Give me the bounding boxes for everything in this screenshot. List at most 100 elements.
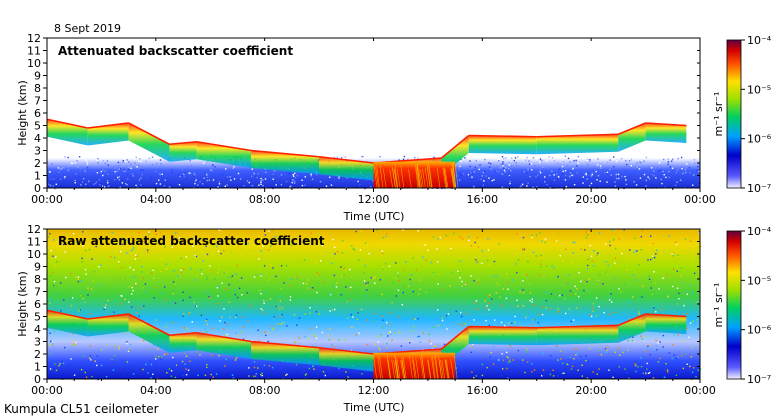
rain-streak [415, 167, 420, 189]
noise-pixel [415, 269, 417, 271]
noise-pixel [128, 264, 130, 266]
noise-pixel [658, 162, 660, 164]
noise-pixel [428, 340, 431, 342]
noise-pixel [192, 176, 195, 178]
noise-pixel [263, 265, 266, 267]
noise-pixel [665, 363, 667, 365]
noise-pixel [79, 295, 81, 297]
noise-pixel [505, 295, 507, 298]
noise-pixel [258, 258, 260, 260]
noise-pixel [397, 289, 400, 291]
noise-pixel [683, 304, 685, 307]
cloud-segment [169, 141, 197, 162]
noise-pixel [470, 172, 472, 174]
noise-pixel [589, 159, 591, 161]
noise-pixel [290, 278, 292, 280]
noise-pixel [469, 165, 471, 168]
noise-pixel [284, 239, 286, 241]
noise-pixel [640, 366, 643, 368]
noise-pixel [688, 162, 690, 164]
noise-pixel [648, 275, 650, 277]
noise-pixel [122, 375, 124, 377]
noise-pixel [509, 345, 512, 347]
noise-pixel [144, 283, 147, 285]
noise-pixel [386, 342, 388, 345]
noise-pixel [501, 186, 504, 189]
noise-pixel [185, 256, 187, 258]
noise-pixel [662, 235, 665, 237]
noise-pixel [473, 186, 475, 188]
noise-pixel [616, 238, 618, 241]
noise-pixel [237, 172, 240, 175]
noise-pixel [194, 305, 197, 308]
noise-pixel [632, 336, 634, 338]
noise-pixel [358, 332, 360, 334]
colorbar-tick-label: 10⁻⁵ [747, 83, 771, 96]
noise-pixel [464, 265, 467, 267]
rain-streak [409, 355, 413, 380]
noise-pixel [272, 327, 274, 329]
noise-pixel [368, 186, 370, 189]
noise-pixel [158, 179, 160, 181]
noise-pixel [459, 286, 462, 288]
noise-pixel [201, 183, 204, 185]
noise-pixel [175, 364, 177, 366]
noise-pixel [74, 179, 76, 182]
noise-pixel [453, 247, 456, 249]
noise-pixel [54, 363, 56, 365]
noise-pixel [336, 251, 339, 253]
rain-streak [450, 358, 454, 380]
noise-pixel [460, 311, 462, 314]
noise-pixel [182, 315, 184, 317]
noise-pixel [223, 308, 225, 310]
noise-pixel [126, 159, 128, 161]
noise-pixel [501, 156, 504, 158]
noise-pixel [366, 344, 369, 346]
noise-pixel [613, 311, 615, 313]
noise-pixel [123, 170, 125, 173]
noise-pixel [182, 299, 184, 302]
noise-pixel [441, 317, 444, 319]
noise-pixel [74, 182, 76, 184]
noise-pixel [118, 348, 120, 350]
rain-streak [445, 359, 449, 380]
noise-pixel [336, 282, 338, 284]
noise-pixel [280, 265, 283, 267]
noise-pixel [135, 184, 137, 187]
noise-pixel [140, 161, 142, 163]
noise-pixel [365, 295, 368, 297]
noise-pixel [650, 281, 652, 283]
noise-pixel [52, 164, 54, 166]
noise-pixel [424, 244, 426, 246]
noise-pixel [184, 172, 186, 174]
rain-streak [393, 168, 398, 189]
noise-pixel [163, 286, 166, 288]
noise-pixel [660, 178, 662, 181]
noise-pixel [614, 237, 616, 239]
noise-pixel [361, 155, 363, 158]
noise-pixel [264, 309, 266, 311]
noise-pixel [350, 286, 352, 289]
noise-pixel [657, 162, 659, 164]
y-tick-label: 11 [27, 45, 41, 58]
noise-pixel [522, 305, 525, 307]
noise-pixel [250, 305, 252, 307]
rain-streak [434, 356, 438, 380]
rain-streak [427, 359, 432, 380]
noise-pixel [132, 373, 135, 375]
noise-pixel [411, 274, 413, 276]
noise-pixel [502, 182, 504, 184]
noise-pixel [504, 166, 507, 168]
noise-pixel [584, 249, 586, 251]
noise-pixel [274, 235, 277, 238]
noise-pixel [477, 280, 479, 282]
noise-pixel [291, 181, 293, 184]
noise-pixel [316, 259, 319, 262]
noise-pixel [114, 171, 116, 173]
panel-attenuated-backscatter: Attenuated backscatter coefficient 01234… [16, 32, 772, 223]
noise-pixel [414, 321, 416, 323]
noise-pixel [693, 158, 696, 161]
noise-pixel [398, 316, 401, 318]
noise-pixel [514, 157, 517, 159]
rain-streak [444, 359, 449, 380]
